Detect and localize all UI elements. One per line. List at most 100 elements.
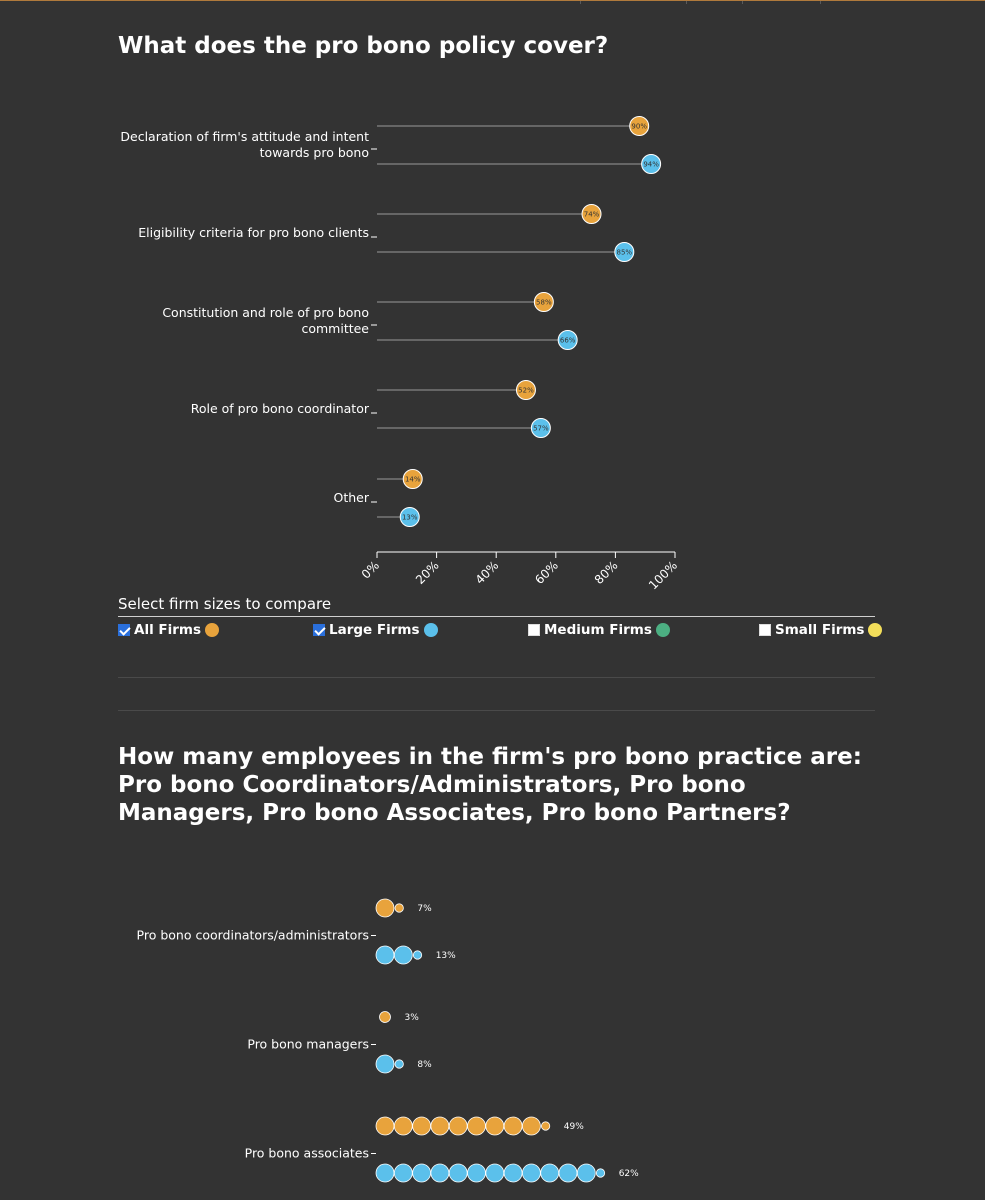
small-firms-label: Small Firms xyxy=(775,622,865,638)
unit-dot xyxy=(412,1163,432,1183)
category-label: Pro bono managers xyxy=(247,1037,369,1052)
unit-dot xyxy=(448,1163,468,1183)
top-divider-tick xyxy=(580,1,581,4)
top-divider-tick xyxy=(686,1,687,4)
x-axis-tick-label: 0% xyxy=(359,558,382,581)
partial-dot xyxy=(595,1168,606,1178)
large-firms-option[interactable]: Large Firms xyxy=(313,622,438,638)
lollipop-dot xyxy=(641,154,662,174)
lollipop-value-label: 74% xyxy=(584,211,600,219)
medium-firms-color-dot xyxy=(655,623,670,637)
medium-firms-label: Medium Firms xyxy=(544,622,652,638)
lollipop-dot xyxy=(399,507,420,527)
partial-dot xyxy=(394,1059,404,1069)
category-label: Declaration of firm's attitude and inten… xyxy=(120,129,369,160)
unit-dot xyxy=(375,898,395,918)
policy-coverage-chart: Declaration of firm's attitude and inten… xyxy=(120,116,680,592)
category-label: Role of pro bono coordinator xyxy=(191,401,370,416)
lollipop-value-label: 94% xyxy=(643,161,659,169)
lollipop-value-label: 14% xyxy=(405,476,421,484)
top-divider-tick xyxy=(820,1,821,4)
all-firms-checkbox[interactable] xyxy=(118,624,130,636)
firm-size-selector: Select firm sizes to compare All Firms L… xyxy=(118,595,883,646)
all-firms-label: All Firms xyxy=(134,622,202,638)
all-firms-color-dot xyxy=(205,623,220,637)
value-label: 3% xyxy=(405,1013,420,1023)
unit-dot xyxy=(503,1116,523,1136)
partial-dot xyxy=(412,950,423,960)
medium-firms-checkbox[interactable] xyxy=(528,624,540,636)
employees-title: How many employees in the firm's pro bon… xyxy=(118,744,862,826)
large-firms-checkbox[interactable] xyxy=(313,624,325,636)
lollipop-value-label: 57% xyxy=(533,425,549,433)
unit-dot xyxy=(576,1163,596,1183)
value-label: 62% xyxy=(619,1169,639,1179)
unit-dot xyxy=(393,1116,413,1136)
medium-firms-option[interactable]: Medium Firms xyxy=(528,622,670,638)
all-firms-option[interactable]: All Firms xyxy=(118,622,220,638)
lollipop-dot xyxy=(402,469,423,489)
lollipop-dot xyxy=(557,330,578,350)
unit-dot xyxy=(412,1116,432,1136)
x-axis-tick-label: 20% xyxy=(413,558,442,587)
unit-dot xyxy=(558,1163,578,1183)
unit-dot xyxy=(448,1116,468,1136)
partial-dot xyxy=(379,1011,391,1023)
lollipop-value-label: 90% xyxy=(631,123,647,131)
x-axis-tick-label: 80% xyxy=(592,558,621,587)
small-firms-color-dot xyxy=(868,623,883,637)
small-firms-option[interactable]: Small Firms xyxy=(759,622,883,638)
unit-dot xyxy=(522,1116,541,1136)
value-label: 49% xyxy=(564,1122,584,1132)
unit-dot xyxy=(430,1116,450,1136)
unit-dot xyxy=(522,1163,541,1183)
unit-dot xyxy=(467,1116,486,1136)
lollipop-dot xyxy=(515,380,536,400)
lollipop-dot xyxy=(614,242,635,262)
value-label: 13% xyxy=(436,951,456,961)
lollipop-value-label: 52% xyxy=(518,387,534,395)
category-label: Other xyxy=(334,490,370,505)
policy-coverage-title: What does the pro bono policy cover? xyxy=(118,33,609,59)
unit-dot xyxy=(375,1116,395,1136)
lollipop-value-label: 58% xyxy=(536,299,552,307)
small-firms-checkbox[interactable] xyxy=(759,624,771,636)
unit-dot xyxy=(485,1116,505,1136)
unit-dot xyxy=(540,1163,560,1183)
category-label: Pro bono coordinators/administrators xyxy=(137,928,369,943)
unit-dot xyxy=(467,1163,486,1183)
category-label: Pro bono associates xyxy=(245,1146,369,1161)
lollipop-dot xyxy=(629,116,650,136)
lollipop-value-label: 66% xyxy=(560,337,576,345)
employees-dot-chart: Pro bono coordinators/administrators 7% 13… xyxy=(137,898,639,1183)
value-label: 7% xyxy=(417,904,432,914)
unit-dot xyxy=(393,1163,413,1183)
unit-dot xyxy=(485,1163,505,1183)
unit-dot xyxy=(430,1163,450,1183)
lollipop-dot xyxy=(533,292,554,312)
lollipop-value-label: 85% xyxy=(617,249,633,257)
section-divider xyxy=(118,677,875,678)
large-firms-color-dot xyxy=(423,623,438,637)
x-axis-tick-label: 40% xyxy=(473,558,502,587)
unit-dot xyxy=(375,1054,395,1074)
unit-dot xyxy=(375,1163,395,1183)
x-axis-tick-label: 100% xyxy=(646,558,680,592)
lollipop-value-label: 13% xyxy=(402,514,418,522)
x-axis-tick-label: 60% xyxy=(532,558,561,587)
top-border xyxy=(0,0,985,4)
category-label: Constitution and role of pro bono committ… xyxy=(162,305,369,336)
section-divider xyxy=(118,710,875,711)
firm-size-selector-heading: Select firm sizes to compare xyxy=(118,595,875,617)
large-firms-label: Large Firms xyxy=(329,622,420,638)
category-label: Eligibility criteria for pro bono client… xyxy=(138,225,369,240)
unit-dot xyxy=(393,945,413,965)
partial-dot xyxy=(540,1121,551,1131)
value-label: 8% xyxy=(417,1060,432,1070)
unit-dot xyxy=(503,1163,523,1183)
partial-dot xyxy=(394,903,404,913)
unit-dot xyxy=(375,945,395,965)
top-divider-tick xyxy=(742,1,743,4)
lollipop-dot xyxy=(530,418,551,438)
lollipop-dot xyxy=(581,204,602,224)
